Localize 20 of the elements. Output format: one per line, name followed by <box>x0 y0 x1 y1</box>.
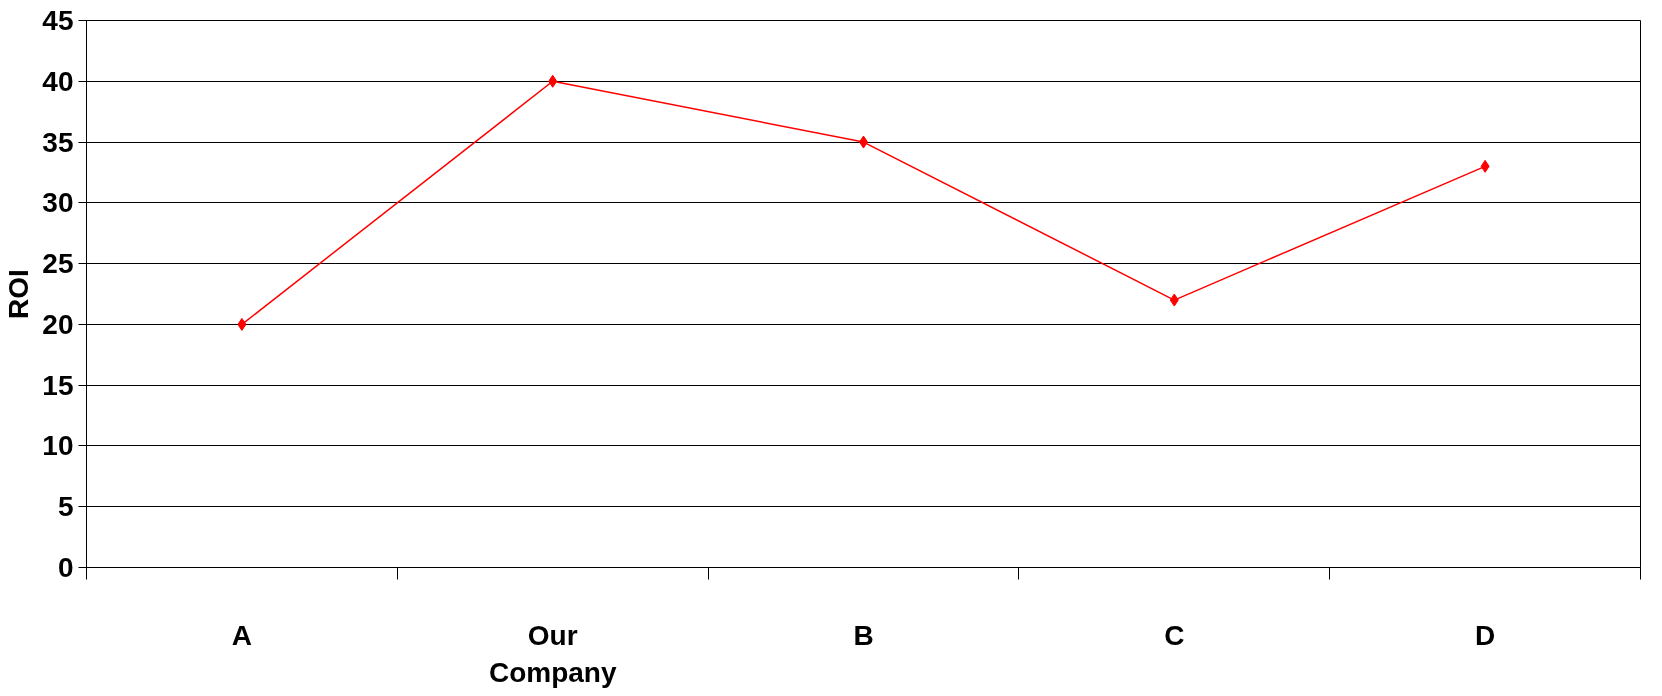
y-tick-label: 0 <box>57 552 74 583</box>
point <box>237 317 247 331</box>
y-tick-label: 35 <box>42 126 74 158</box>
x-tick-label: Our Company <box>488 619 617 688</box>
y-tick-label: 20 <box>42 308 74 340</box>
y-tick-label: 30 <box>42 187 74 219</box>
y-tick-label: 5 <box>57 491 74 523</box>
y-tick-label: 15 <box>42 369 74 401</box>
y-tick-label: 25 <box>42 248 74 280</box>
y-tick-label: 45 <box>42 5 74 36</box>
x-tick-label: D <box>1474 619 1496 651</box>
point <box>1169 293 1179 307</box>
point <box>548 74 558 88</box>
x-tick-label: A <box>231 619 253 651</box>
point <box>1480 159 1490 173</box>
x-tick-label: C <box>1164 619 1185 651</box>
y-axis-title: ROI <box>3 269 35 319</box>
x-tick-label: B <box>853 619 874 651</box>
y-tick-label: 10 <box>42 430 74 462</box>
y-tick-label: 40 <box>42 65 74 97</box>
